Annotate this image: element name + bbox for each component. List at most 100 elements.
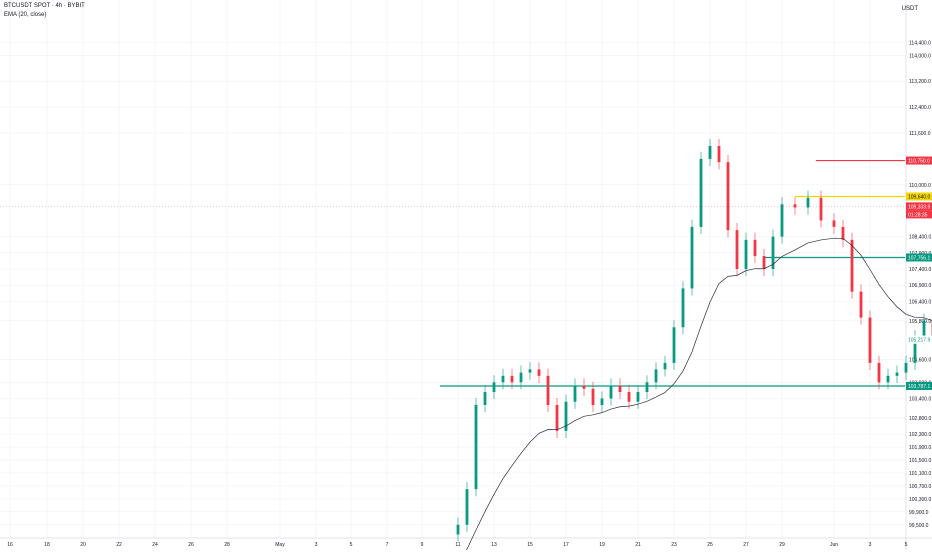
- current-price-label: 109,333.9: [908, 204, 930, 210]
- x-tick-label: 3: [869, 542, 872, 548]
- candle-body: [475, 405, 478, 489]
- x-tick-label: 21: [635, 542, 641, 548]
- y-tick-label: 110,000.0: [909, 183, 931, 189]
- candle-body: [619, 386, 622, 392]
- x-tick-label: 15: [527, 542, 533, 548]
- candle-body: [637, 392, 640, 402]
- symbol-title: BTCUSDT SPOT · 4h · BYBIT: [4, 3, 85, 9]
- candle-body: [655, 369, 658, 382]
- candle-body: [851, 240, 854, 292]
- x-tick-label: 29: [779, 542, 785, 548]
- y-tick-label: 112,400.0: [909, 105, 931, 111]
- candle-body: [547, 376, 550, 405]
- secondary-price-label: 105,217.9: [908, 338, 930, 344]
- candle-body: [484, 392, 487, 405]
- candle-body: [502, 376, 505, 382]
- x-tick-label: 22: [116, 542, 122, 548]
- x-tick-label: May: [275, 542, 285, 548]
- x-tick-label: 17: [563, 542, 569, 548]
- x-tick-label: 11: [455, 542, 460, 548]
- candle-body: [833, 220, 836, 226]
- x-tick-label: 27: [743, 542, 749, 548]
- candle-body: [466, 489, 469, 525]
- x-tick-label: 26: [188, 542, 194, 548]
- candle-body: [529, 369, 532, 372]
- x-tick-label: 9: [421, 542, 424, 548]
- y-tick-label: 107,400.0: [909, 267, 931, 273]
- candle-body: [869, 318, 872, 363]
- candle-body: [646, 382, 649, 392]
- y-tick-label: 104,600.0: [909, 358, 931, 364]
- level-price-label: 109,640.0: [908, 194, 930, 200]
- candle-body: [807, 198, 810, 208]
- candle-body: [457, 525, 460, 535]
- x-tick-label: 7: [386, 542, 389, 548]
- y-tick-label: 100,700.0: [909, 484, 931, 490]
- candle-body: [682, 288, 685, 327]
- candle-body: [727, 162, 730, 230]
- candle-body: [601, 399, 604, 405]
- candle-body: [763, 256, 766, 269]
- y-tick-label: 111,600.0: [909, 131, 931, 137]
- x-tick-label: Jun: [830, 542, 838, 548]
- x-tick-label: 25: [707, 542, 713, 548]
- y-tick-label: 114,000.0: [909, 53, 931, 59]
- currency-label: USDT: [902, 6, 918, 12]
- y-tick-label: 101,100.0: [909, 471, 931, 477]
- candle-body: [700, 159, 703, 227]
- candle-body: [493, 382, 496, 392]
- candle-body: [842, 227, 845, 240]
- y-tick-label: 101,900.0: [909, 445, 931, 451]
- y-tick-label: 106,400.0: [909, 299, 931, 305]
- x-tick-label: 24: [152, 542, 158, 548]
- candle-body: [628, 392, 631, 402]
- x-tick-label: 5: [350, 542, 353, 548]
- candle-body: [520, 373, 523, 383]
- x-tick-label: 28: [224, 542, 230, 548]
- candle-body: [574, 386, 577, 402]
- y-tick-label: 102,800.0: [909, 416, 931, 422]
- candle-body: [538, 369, 541, 375]
- candle-body: [820, 198, 823, 221]
- x-tick-label: 23: [671, 542, 677, 548]
- candle-body: [905, 363, 908, 373]
- y-tick-label: 99,900.0: [909, 510, 929, 516]
- candle-body: [583, 386, 586, 389]
- candle-body: [709, 146, 712, 159]
- candle-body: [860, 292, 863, 318]
- y-tick-label: 105,800.0: [909, 319, 931, 325]
- candle-body: [736, 230, 739, 269]
- candle-body: [718, 146, 721, 162]
- x-tick-label: 3: [315, 542, 318, 548]
- candle-body: [556, 405, 559, 431]
- x-tick-label: 19: [599, 542, 605, 548]
- level-price-label: 107,756.1: [908, 255, 930, 261]
- y-tick-label: 99,500.0: [909, 523, 929, 529]
- candle-body: [781, 204, 784, 236]
- candle-body: [794, 204, 797, 207]
- candle-body: [754, 240, 757, 256]
- indicator-title: EMA (20, close): [4, 12, 46, 18]
- candle-body: [745, 240, 748, 269]
- y-tick-label: 108,400.0: [909, 235, 931, 241]
- x-tick-label: 18: [44, 542, 50, 548]
- candle-body: [896, 373, 899, 376]
- candle-body: [887, 376, 890, 382]
- y-tick-label: 103,400.0: [909, 397, 931, 403]
- x-tick-label: 5: [905, 542, 908, 548]
- y-tick-label: 106,900.0: [909, 283, 931, 289]
- level-price-label: 110,750.0: [908, 159, 930, 165]
- candle-body: [664, 363, 667, 369]
- candle-body: [592, 389, 595, 405]
- candle-body: [691, 227, 694, 289]
- x-tick-label: 20: [80, 542, 86, 548]
- candle-body: [923, 321, 926, 337]
- y-tick-label: 102,300.0: [909, 432, 931, 438]
- y-tick-label: 113,200.0: [909, 79, 931, 85]
- candle-body: [610, 386, 613, 399]
- level-price-label: 103,787.1: [908, 384, 930, 390]
- candle-body: [673, 327, 676, 363]
- candle-body: [511, 376, 514, 382]
